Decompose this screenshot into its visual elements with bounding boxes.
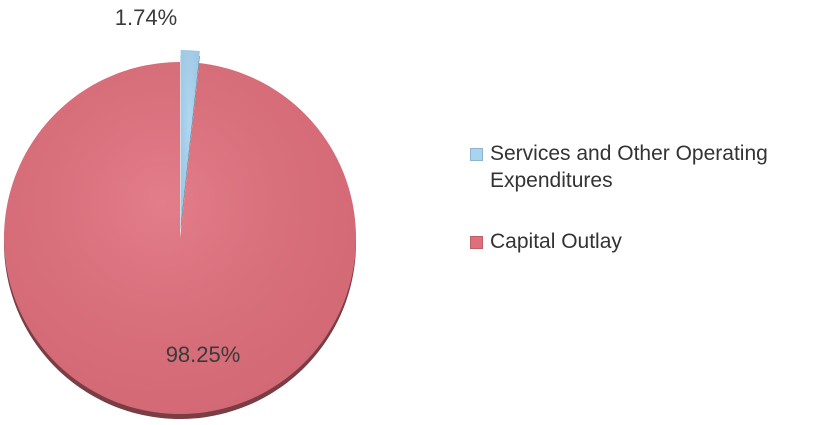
legend-label-capital-outlay: Capital Outlay — [490, 230, 622, 253]
data-label-services: 1.74% — [115, 5, 177, 30]
legend-swatch-services — [470, 148, 483, 161]
legend-item-services: Services and Other Operating Expenditure… — [468, 140, 820, 194]
legend: Services and Other Operating Expenditure… — [468, 140, 820, 255]
legend-item-capital-outlay: Capital Outlay — [468, 228, 820, 255]
legend-label-services: Services and Other Operating Expenditure… — [490, 142, 768, 192]
data-label-capital-outlay: 98.25% — [166, 342, 241, 367]
legend-swatch-capital-outlay — [470, 236, 483, 249]
